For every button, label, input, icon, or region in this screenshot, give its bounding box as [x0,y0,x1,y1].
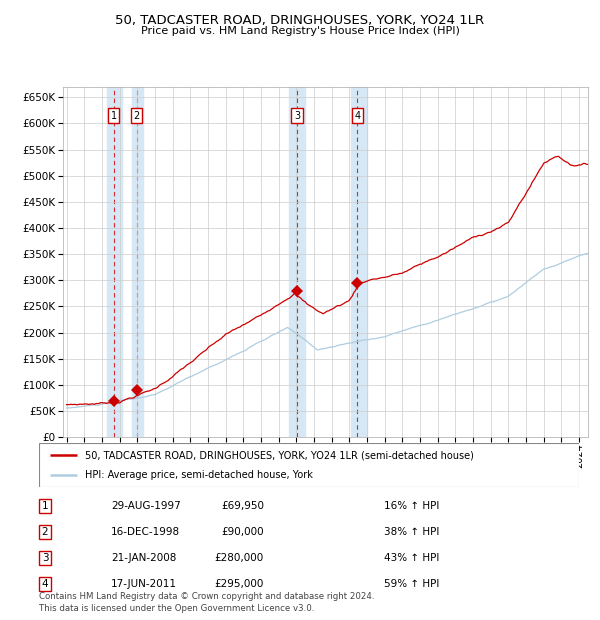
Text: 50, TADCASTER ROAD, DRINGHOUSES, YORK, YO24 1LR: 50, TADCASTER ROAD, DRINGHOUSES, YORK, Y… [115,14,485,27]
Text: £295,000: £295,000 [215,579,264,589]
Bar [107,87,122,437]
Text: 21-JAN-2008: 21-JAN-2008 [111,553,176,563]
Text: £90,000: £90,000 [221,527,264,537]
Text: 2: 2 [41,527,49,537]
Text: 3: 3 [294,110,300,120]
Text: Price paid vs. HM Land Registry's House Price Index (HPI): Price paid vs. HM Land Registry's House … [140,26,460,36]
Text: 4: 4 [41,579,49,589]
Text: This data is licensed under the Open Government Licence v3.0.: This data is licensed under the Open Gov… [39,603,314,613]
Text: 3: 3 [41,553,49,563]
Text: £69,950: £69,950 [221,501,264,511]
Text: 43% ↑ HPI: 43% ↑ HPI [384,553,439,563]
Text: 4: 4 [355,110,361,120]
Bar [289,87,305,437]
Text: 16% ↑ HPI: 16% ↑ HPI [384,501,439,511]
Text: 1: 1 [110,110,116,120]
Text: HPI: Average price, semi-detached house, York: HPI: Average price, semi-detached house,… [85,469,313,479]
Text: 59% ↑ HPI: 59% ↑ HPI [384,579,439,589]
Bar [351,87,367,437]
Text: 17-JUN-2011: 17-JUN-2011 [111,579,177,589]
Text: 29-AUG-1997: 29-AUG-1997 [111,501,181,511]
Text: 38% ↑ HPI: 38% ↑ HPI [384,527,439,537]
Bar [132,87,143,437]
FancyBboxPatch shape [39,443,579,487]
Text: 16-DEC-1998: 16-DEC-1998 [111,527,180,537]
Text: Contains HM Land Registry data © Crown copyright and database right 2024.: Contains HM Land Registry data © Crown c… [39,592,374,601]
Text: 50, TADCASTER ROAD, DRINGHOUSES, YORK, YO24 1LR (semi-detached house): 50, TADCASTER ROAD, DRINGHOUSES, YORK, Y… [85,451,474,461]
Text: 2: 2 [133,110,140,120]
Text: 1: 1 [41,501,49,511]
Text: £280,000: £280,000 [215,553,264,563]
